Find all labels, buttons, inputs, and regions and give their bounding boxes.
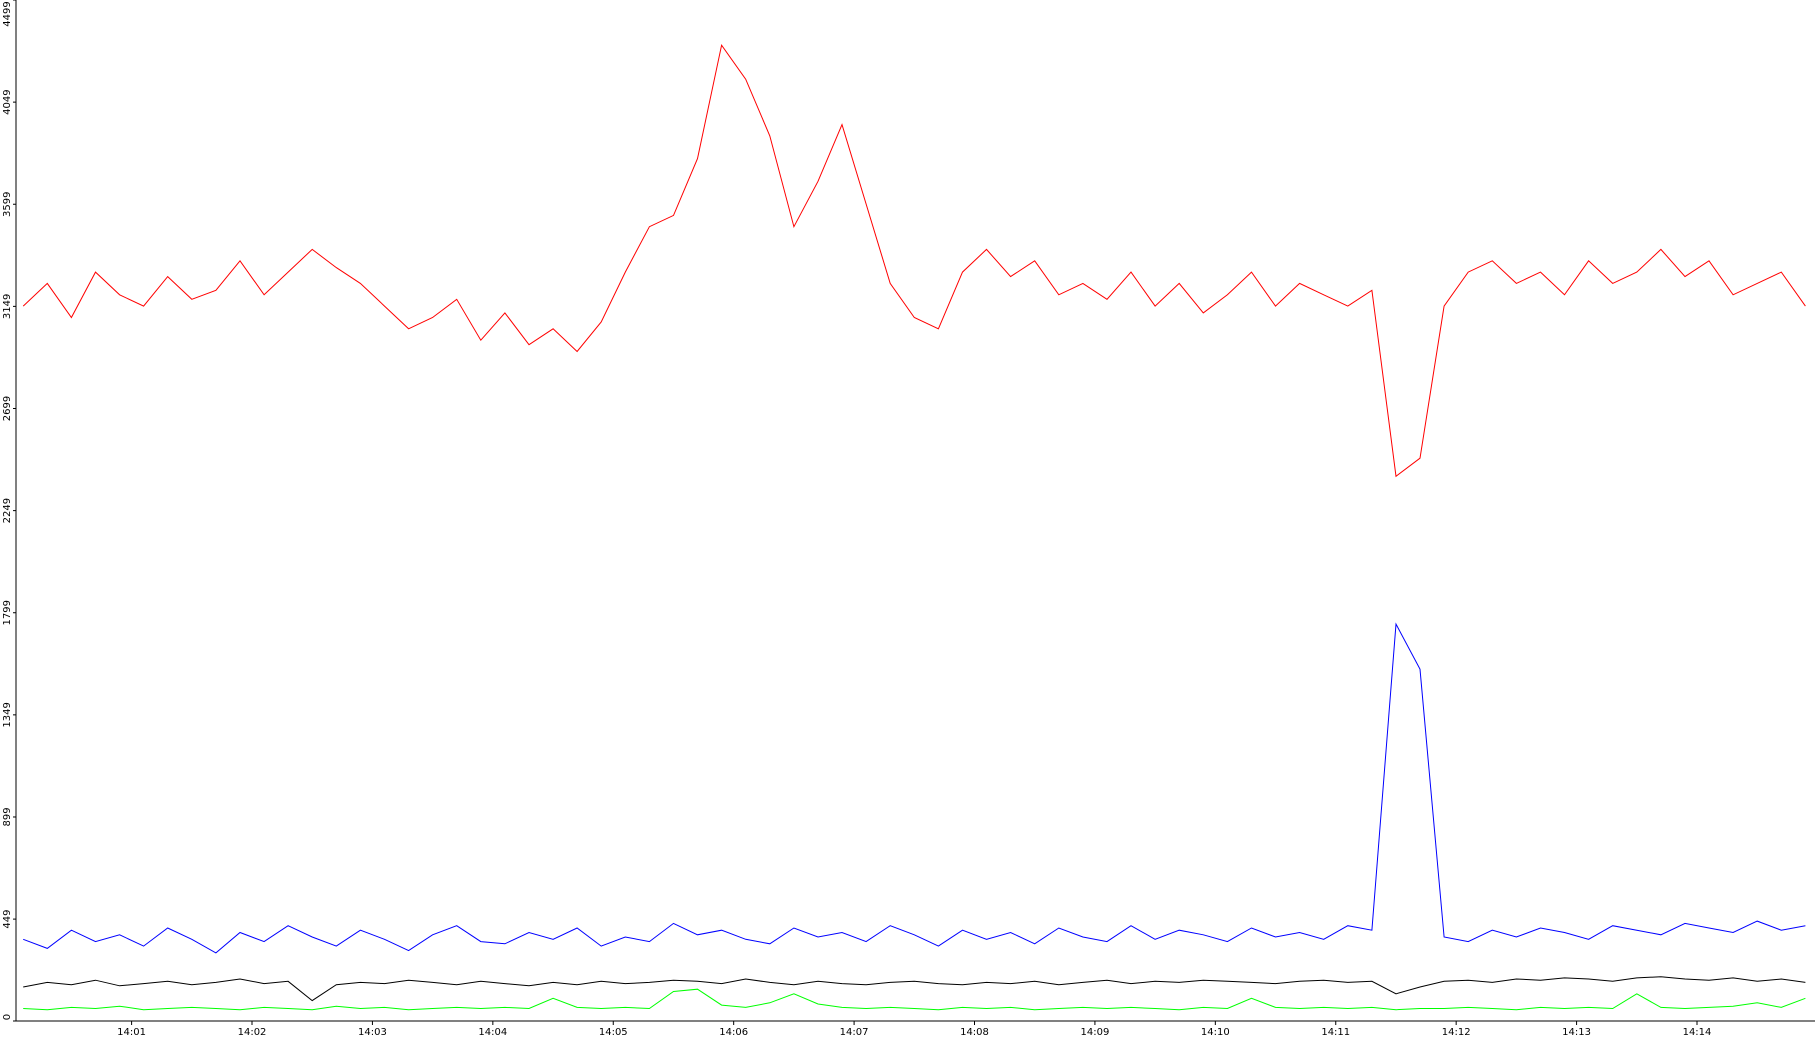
y-tick-label: 2699 (2, 396, 13, 421)
series-line (23, 976, 1806, 1002)
x-tick-label: 14:03 (358, 1027, 387, 1038)
y-tick-label: 1349 (2, 702, 13, 727)
y-tick-label: 899 (2, 807, 13, 826)
x-tick-label: 14:12 (1442, 1027, 1471, 1038)
x-tick-label: 14:08 (960, 1027, 989, 1038)
series-line (22, 43, 1806, 478)
y-tick-label: 3149 (2, 294, 13, 319)
x-tick-label: 14:14 (1683, 1027, 1712, 1038)
x-tick-label: 14:10 (1201, 1027, 1230, 1038)
y-tick-label: 0 (2, 1014, 13, 1020)
y-tick-label: 1799 (2, 600, 13, 625)
y-tick-label: 2249 (2, 498, 13, 523)
x-tick-label: 14:13 (1562, 1027, 1591, 1038)
x-tick-label: 14:07 (840, 1027, 869, 1038)
series-line (23, 988, 1806, 1011)
x-tick-label: 14:11 (1321, 1027, 1350, 1038)
x-tick-label: 14:04 (478, 1027, 507, 1038)
y-tick-label: 4049 (2, 89, 13, 114)
x-tick-label: 14:01 (117, 1027, 146, 1038)
y-tick-label: 449 (2, 910, 13, 929)
y-tick-label: 3599 (2, 192, 13, 217)
y-tick-label: 4499 (2, 1, 13, 26)
x-tick-label: 14:02 (238, 1027, 267, 1038)
x-tick-label: 14:09 (1081, 1027, 1110, 1038)
series-line (23, 622, 1806, 954)
x-tick-label: 14:05 (599, 1027, 628, 1038)
x-tick-label: 14:06 (719, 1027, 748, 1038)
